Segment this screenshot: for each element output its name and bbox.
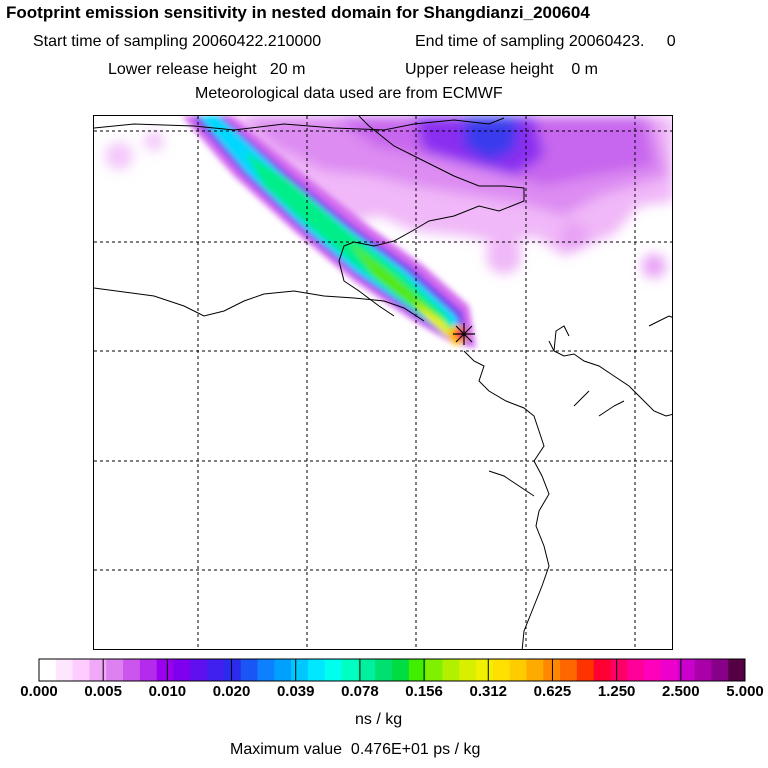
colorbar-swatch bbox=[39, 659, 57, 681]
map-panel bbox=[93, 115, 673, 650]
colorbar-swatch bbox=[89, 659, 107, 681]
footprint-map bbox=[94, 116, 672, 649]
colorbar-swatch bbox=[560, 659, 578, 681]
colorbar-swatch bbox=[728, 659, 746, 681]
colorbar-swatch bbox=[173, 659, 191, 681]
colorbar-swatch bbox=[627, 659, 645, 681]
colorbar-swatch bbox=[425, 659, 443, 681]
colorbar-unit-label: ns / kg bbox=[355, 711, 403, 728]
colorbar-tick-label: 2.500 bbox=[662, 683, 700, 700]
lat-lon-grid bbox=[94, 116, 672, 649]
colorbar-tick-label: 0.000 bbox=[20, 683, 58, 700]
start-time-label: Start time of sampling 20060422.210000 bbox=[33, 33, 322, 50]
colorbar-swatch bbox=[660, 659, 679, 681]
colorbar-swatch bbox=[526, 659, 544, 681]
colorbar-swatch bbox=[223, 659, 242, 681]
met-data-label: Meteorological data used are from ECMWF bbox=[195, 85, 503, 102]
plot-title: Footprint emission sensitivity in nested… bbox=[6, 3, 590, 22]
colorbar-swatch bbox=[156, 659, 174, 681]
colorbar-swatch bbox=[694, 659, 712, 681]
colorbar-swatch bbox=[291, 659, 309, 681]
colorbar-swatch bbox=[190, 659, 208, 681]
colorbar-swatch bbox=[576, 659, 595, 681]
colorbar-tick-label: 0.625 bbox=[533, 683, 572, 700]
colorbar-tick-label: 0.020 bbox=[212, 683, 251, 700]
colorbar-swatch bbox=[442, 659, 460, 681]
colorbar-tick-label: 0.156 bbox=[405, 683, 443, 700]
colorbar-swatch bbox=[341, 659, 359, 681]
footprint-plume bbox=[182, 116, 476, 348]
colorbar-swatch bbox=[139, 659, 158, 681]
colorbar-swatch bbox=[711, 659, 729, 681]
colorbar-swatch bbox=[375, 659, 393, 681]
colorbar-swatch bbox=[392, 659, 410, 681]
colorbar bbox=[38, 658, 746, 682]
colorbar-swatch bbox=[476, 659, 494, 681]
maximum-value-label: Maximum value 0.476E+01 ps / kg bbox=[230, 741, 481, 758]
colorbar-tick-label: 0.005 bbox=[84, 683, 122, 700]
lower-release-height-label: Lower release height 20 m bbox=[108, 61, 306, 78]
colorbar-swatch bbox=[492, 659, 511, 681]
colorbar-swatch bbox=[55, 659, 74, 681]
colorbar-swatch bbox=[459, 659, 477, 681]
colorbar-border bbox=[38, 658, 746, 682]
colorbar-swatch bbox=[207, 659, 225, 681]
colorbar-swatch bbox=[72, 659, 90, 681]
colorbar-swatch bbox=[123, 659, 141, 681]
upper-release-height-label: Upper release height 0 m bbox=[405, 61, 598, 78]
colorbar-swatch bbox=[358, 659, 376, 681]
colorbar-swatch bbox=[644, 659, 662, 681]
coastlines bbox=[94, 116, 672, 649]
colorbar-swatch bbox=[509, 659, 527, 681]
end-time-label: End time of sampling 20060423. 0 bbox=[415, 33, 676, 50]
colorbar-swatch bbox=[593, 659, 612, 681]
colorbar-tick-label: 0.078 bbox=[341, 683, 379, 700]
receptor-marker bbox=[453, 323, 475, 345]
colorbar-tick-label: 1.250 bbox=[597, 683, 636, 700]
colorbar-swatch bbox=[106, 659, 124, 681]
colorbar-swatch bbox=[408, 659, 427, 681]
colorbar-swatch bbox=[257, 659, 275, 681]
colorbar-swatch bbox=[307, 659, 326, 681]
colorbar-tick-label: 0.312 bbox=[469, 683, 508, 700]
colorbar-swatch bbox=[324, 659, 343, 681]
colorbar-swatch bbox=[543, 659, 561, 681]
colorbar-tick-label: 0.010 bbox=[148, 683, 187, 700]
colorbar-tick-label: 0.039 bbox=[276, 683, 315, 700]
colorbar-swatch bbox=[240, 659, 259, 681]
colorbar-swatch bbox=[677, 659, 696, 681]
colorbar-swatch bbox=[610, 659, 628, 681]
colorbar-swatch bbox=[274, 659, 292, 681]
colorbar-tick-label: 5.000 bbox=[726, 683, 764, 700]
